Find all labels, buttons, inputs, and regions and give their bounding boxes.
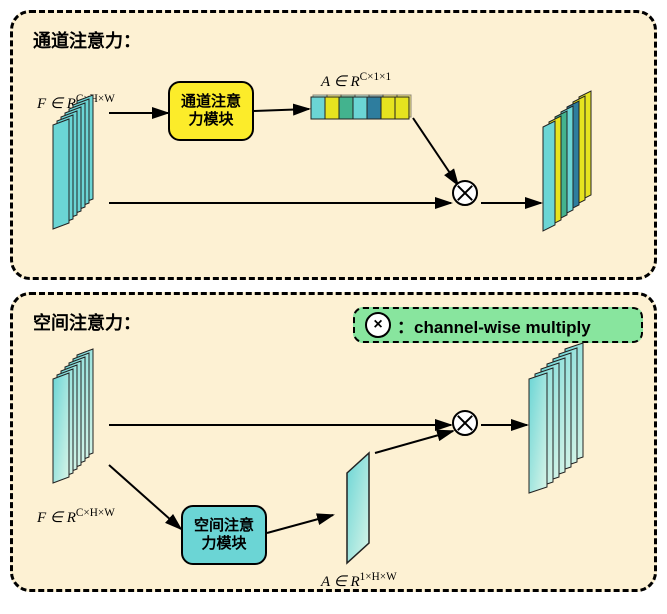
channel-attention-panel: 通道注意力：F ∈ RC×H×WA ∈ RC×1×1通道注意力模块: [10, 10, 657, 280]
diagram-svg: [13, 13, 660, 283]
spatial-attention-panel: 空间注意力：F ∈ RC×H×WA ∈ R1×H×W空间注意力模块×：chann…: [10, 292, 657, 592]
diagram-svg: [13, 295, 660, 595]
